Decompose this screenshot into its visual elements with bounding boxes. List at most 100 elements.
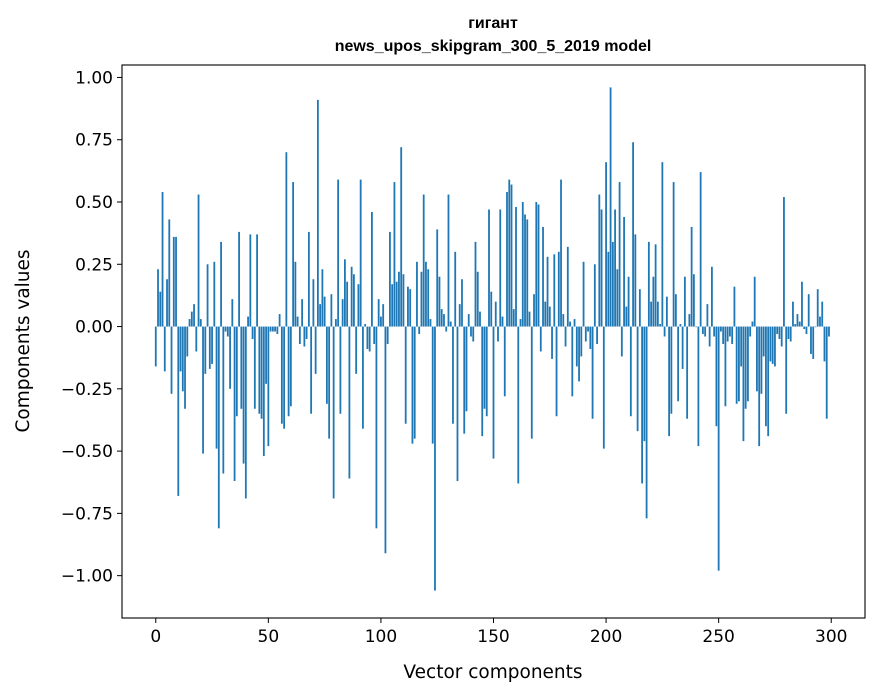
bar-13 bbox=[184, 326, 186, 409]
bar-58 bbox=[285, 152, 288, 327]
bar-129 bbox=[445, 326, 448, 332]
bar-31 bbox=[224, 326, 227, 332]
bar-244 bbox=[704, 326, 707, 337]
bar-246 bbox=[708, 326, 711, 347]
bar-293 bbox=[814, 326, 817, 328]
bar-226 bbox=[663, 326, 666, 337]
bar-116 bbox=[416, 261, 418, 327]
x-tick-label-100: 100 bbox=[365, 627, 397, 647]
bar-281 bbox=[787, 326, 790, 339]
bar-79 bbox=[332, 326, 335, 499]
bar-194 bbox=[591, 326, 594, 419]
bar-204 bbox=[614, 209, 616, 327]
bar-37 bbox=[238, 231, 240, 327]
bar-86 bbox=[348, 326, 351, 479]
bar-261 bbox=[742, 326, 745, 442]
bar-146 bbox=[483, 326, 486, 409]
bar-228 bbox=[668, 326, 671, 437]
bar-96 bbox=[371, 211, 373, 327]
bar-288 bbox=[803, 326, 806, 330]
y-axis-label: Components values bbox=[13, 249, 34, 432]
bar-134 bbox=[456, 326, 459, 481]
bar-218 bbox=[645, 326, 648, 519]
bar-26 bbox=[213, 261, 216, 327]
bar-24 bbox=[208, 326, 211, 369]
bar-220 bbox=[650, 301, 653, 327]
bar-71 bbox=[314, 326, 317, 374]
bar-88 bbox=[353, 274, 355, 327]
bar-44 bbox=[253, 326, 256, 409]
bar-47 bbox=[260, 326, 263, 419]
bar-18 bbox=[195, 326, 198, 352]
bar-29 bbox=[220, 241, 222, 327]
bar-272 bbox=[767, 326, 770, 437]
bar-182 bbox=[564, 326, 567, 347]
bar-154 bbox=[501, 316, 504, 327]
bar-118 bbox=[420, 271, 423, 327]
bar-73 bbox=[319, 304, 322, 327]
bar-294 bbox=[816, 289, 819, 327]
bar-171 bbox=[539, 326, 542, 352]
bar-119 bbox=[422, 194, 425, 327]
y-tick-label-5: −0.25 bbox=[61, 380, 113, 400]
bar-112 bbox=[407, 286, 409, 327]
bar-230 bbox=[672, 182, 675, 327]
bar-109 bbox=[400, 147, 403, 327]
bar-166 bbox=[528, 311, 531, 327]
bar-89 bbox=[355, 326, 358, 374]
bar-78 bbox=[330, 294, 333, 327]
bar-252 bbox=[722, 326, 725, 344]
bar-80 bbox=[334, 319, 337, 327]
bar-249 bbox=[715, 326, 718, 427]
bar-268 bbox=[758, 326, 761, 447]
bar-158 bbox=[510, 184, 513, 327]
bar-235 bbox=[683, 276, 686, 327]
bar-164 bbox=[524, 214, 526, 327]
bar-95 bbox=[368, 326, 371, 352]
bar-1 bbox=[157, 269, 159, 327]
bar-278 bbox=[780, 326, 783, 347]
bar-213 bbox=[634, 234, 637, 327]
bar-212 bbox=[632, 142, 634, 327]
bar-152 bbox=[497, 326, 499, 342]
bar-177 bbox=[553, 254, 556, 327]
bar-23 bbox=[206, 264, 209, 327]
bar-131 bbox=[449, 321, 452, 327]
x-tick-label-50: 50 bbox=[258, 627, 280, 647]
bar-25 bbox=[211, 326, 213, 364]
bar-155 bbox=[503, 326, 506, 397]
y-tick-label-6: −0.50 bbox=[61, 442, 113, 462]
bar-81 bbox=[337, 179, 340, 327]
bar-216 bbox=[641, 326, 643, 484]
bar-156 bbox=[506, 192, 508, 327]
bar-148 bbox=[488, 209, 490, 327]
bar-138 bbox=[465, 326, 468, 412]
bar-10 bbox=[177, 326, 180, 496]
bar-175 bbox=[548, 306, 551, 327]
bar-91 bbox=[359, 179, 362, 327]
bar-229 bbox=[670, 326, 673, 414]
bar-51 bbox=[269, 326, 272, 332]
bar-76 bbox=[325, 326, 328, 404]
bar-196 bbox=[596, 326, 598, 344]
bar-115 bbox=[413, 326, 416, 439]
bar-173 bbox=[544, 301, 547, 327]
bar-232 bbox=[677, 326, 680, 402]
bar-84 bbox=[344, 259, 346, 327]
bar-188 bbox=[578, 326, 580, 382]
bar-90 bbox=[357, 284, 360, 327]
bar-103 bbox=[386, 326, 389, 344]
bar-162 bbox=[519, 319, 522, 327]
bar-63 bbox=[296, 316, 299, 327]
bar-69 bbox=[310, 326, 313, 414]
y-tick-label-0: 1.00 bbox=[75, 68, 113, 88]
bar-279 bbox=[783, 197, 785, 327]
bar-245 bbox=[706, 304, 709, 327]
bar-274 bbox=[771, 326, 774, 364]
bar-210 bbox=[627, 276, 630, 327]
bar-8 bbox=[172, 236, 175, 327]
bar-83 bbox=[341, 299, 344, 327]
bar-174 bbox=[546, 256, 549, 327]
bar-209 bbox=[625, 306, 628, 327]
bar-34 bbox=[231, 299, 234, 327]
